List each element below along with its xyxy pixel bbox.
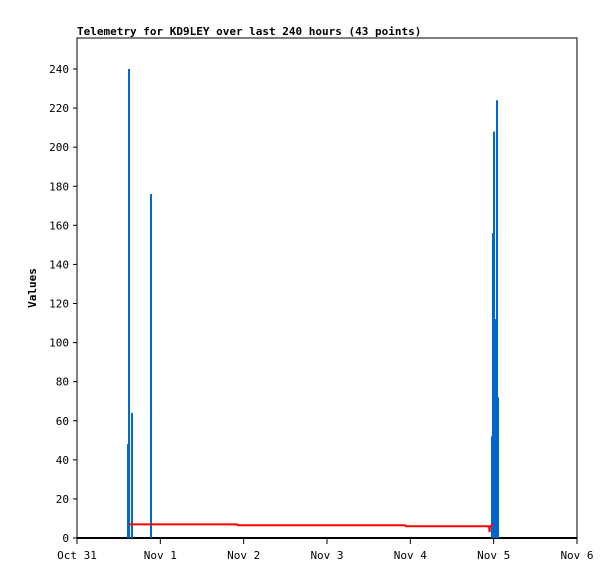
x-tick-label: Nov 3 (310, 549, 343, 562)
telemetry-bar (497, 397, 500, 538)
telemetry-bar (491, 233, 494, 538)
x-tick-label: Nov 2 (227, 549, 260, 562)
telemetry-line (129, 523, 494, 533)
y-axis-label: Values (26, 268, 39, 308)
x-tick-label: Nov 6 (560, 549, 593, 562)
y-tick-label: 60 (56, 415, 69, 428)
y-tick-label: 0 (62, 532, 69, 545)
x-tick-label: Nov 5 (477, 549, 510, 562)
x-tick-label: Nov 4 (394, 549, 427, 562)
y-tick-label: 180 (49, 180, 69, 193)
y-tick-label: 100 (49, 337, 69, 350)
x-tick-label: Nov 1 (144, 549, 177, 562)
y-tick-label: 140 (49, 258, 69, 271)
telemetry-bar (126, 444, 129, 538)
telemetry-bar (496, 100, 499, 539)
y-tick-label: 160 (49, 219, 69, 232)
y-tick-label: 40 (56, 454, 69, 467)
y-tick-label: 120 (49, 298, 69, 311)
y-tick-label: 20 (56, 493, 69, 506)
y-tick-label: 220 (49, 102, 69, 115)
x-tick-label: Oct 31 (57, 549, 97, 562)
y-tick-label: 200 (49, 141, 69, 154)
telemetry-bar (128, 69, 131, 538)
telemetry-bar (493, 131, 496, 539)
chart-title: Telemetry for KD9LEY over last 240 hours… (77, 25, 421, 38)
telemetry-bar (150, 194, 153, 539)
telemetry-bar (130, 412, 133, 538)
y-tick-label: 240 (49, 63, 69, 76)
y-tick-label: 80 (56, 376, 69, 389)
telemetry-bar (494, 319, 497, 538)
